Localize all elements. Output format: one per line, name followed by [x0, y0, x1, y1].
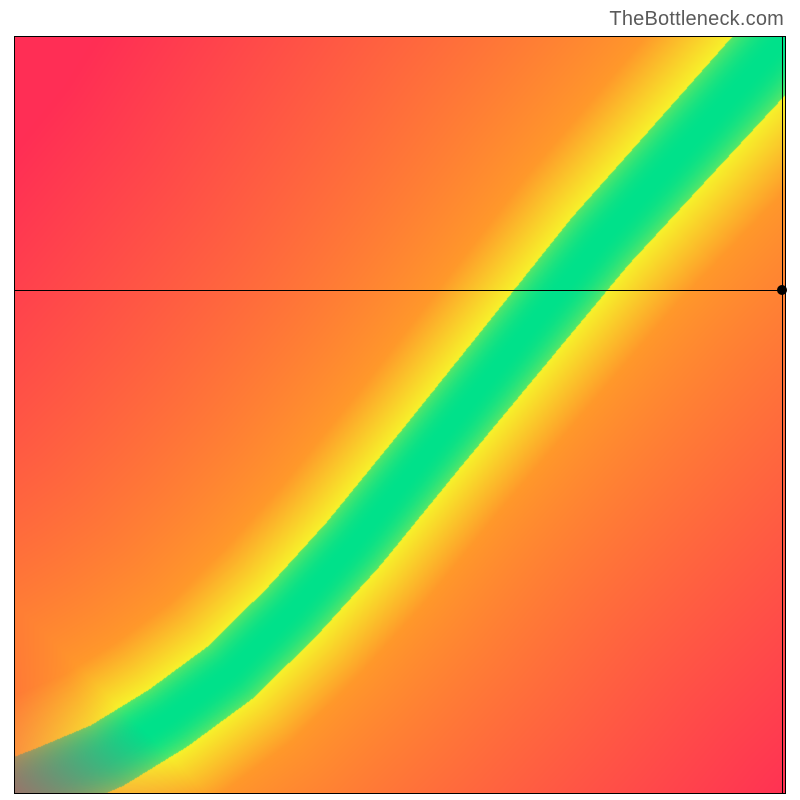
heatmap-canvas: [14, 36, 786, 794]
marker-dot: [777, 285, 787, 295]
crosshair-horizontal: [14, 290, 786, 291]
attribution-text: TheBottleneck.com: [609, 8, 784, 31]
plot-area: [14, 36, 786, 794]
crosshair-vertical: [782, 36, 783, 794]
